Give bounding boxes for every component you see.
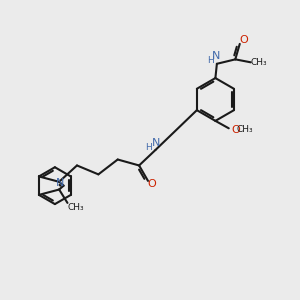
Text: N: N bbox=[212, 51, 220, 61]
Text: O: O bbox=[239, 35, 248, 45]
Text: CH₃: CH₃ bbox=[68, 203, 84, 212]
Text: CH₃: CH₃ bbox=[237, 125, 254, 134]
Text: CH₃: CH₃ bbox=[251, 58, 267, 67]
Text: N: N bbox=[152, 138, 160, 148]
Text: H: H bbox=[146, 142, 152, 152]
Text: H: H bbox=[207, 56, 214, 65]
Text: N: N bbox=[56, 178, 64, 188]
Text: O: O bbox=[147, 179, 156, 190]
Text: O: O bbox=[231, 125, 240, 135]
